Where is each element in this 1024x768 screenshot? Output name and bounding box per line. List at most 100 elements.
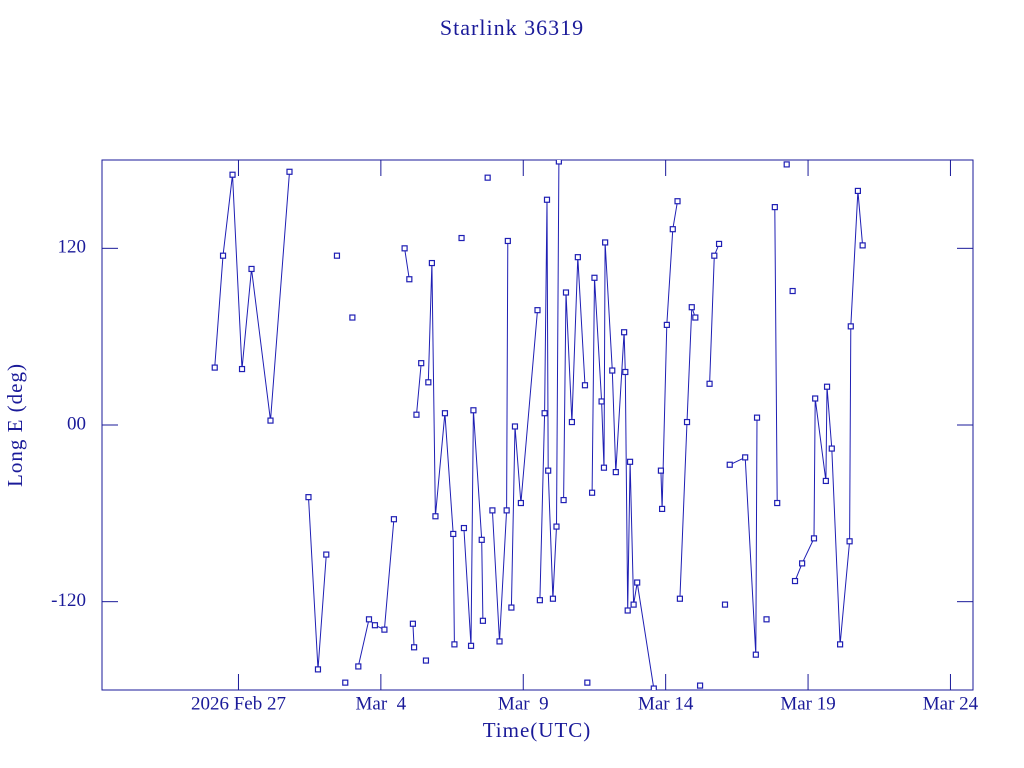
data-point — [634, 579, 641, 586]
data-point — [238, 365, 246, 373]
x-tick-label: Mar 9 — [498, 693, 549, 714]
data-point — [612, 469, 619, 476]
data-point — [355, 663, 362, 670]
data-point — [286, 168, 293, 175]
data-point — [536, 597, 543, 604]
data-point — [650, 685, 657, 690]
data-point — [626, 458, 634, 465]
data-point — [588, 489, 596, 496]
data-point — [381, 626, 388, 633]
data-point — [783, 161, 790, 168]
data-point — [657, 467, 665, 474]
y-tick-label: 120 — [58, 237, 87, 258]
data-point — [696, 682, 704, 689]
y-tick-label: 00 — [67, 413, 86, 434]
data-point — [791, 577, 799, 585]
data-point — [683, 418, 691, 426]
data-point — [568, 418, 576, 426]
data-point — [752, 651, 759, 658]
data-point — [822, 477, 829, 485]
data-point — [489, 507, 496, 514]
data-point — [555, 160, 562, 165]
data-point — [460, 524, 468, 532]
data-point — [581, 382, 589, 389]
data-point — [365, 616, 373, 623]
data-point — [742, 454, 749, 461]
x-tick-label: 2026 Feb 27 — [191, 693, 286, 714]
data-point — [504, 237, 511, 245]
data-point — [836, 641, 844, 648]
data-point — [721, 601, 729, 608]
data-point — [458, 234, 465, 242]
data-point — [676, 595, 683, 602]
data-point — [314, 666, 322, 673]
data-point — [413, 411, 420, 418]
data-point — [534, 307, 541, 314]
data-point — [333, 252, 341, 259]
chart-title: Starlink 36319 — [440, 15, 584, 40]
data-point — [543, 196, 551, 203]
data-point — [467, 642, 475, 649]
data-point — [658, 505, 666, 513]
y-axis-label: Long E (deg) — [3, 363, 27, 487]
data-point — [624, 607, 631, 614]
data-point — [847, 323, 854, 330]
data-point — [692, 314, 699, 321]
data-point — [828, 445, 835, 452]
y-tick-label: -120 — [51, 590, 86, 611]
data-point — [503, 507, 510, 514]
data-point — [726, 461, 733, 468]
data-point — [591, 274, 598, 281]
data-point — [484, 174, 491, 181]
data-point — [267, 417, 274, 424]
data-point — [390, 516, 398, 523]
data-point — [753, 414, 761, 421]
data-point — [812, 395, 819, 402]
data-point — [470, 407, 477, 414]
data-point — [323, 551, 330, 558]
data-point — [305, 494, 312, 501]
x-tick-label: Mar 14 — [638, 693, 694, 714]
data-point — [622, 368, 629, 376]
data-point — [479, 617, 487, 624]
data-point — [799, 560, 806, 567]
x-tick-label: Mar 24 — [923, 693, 979, 714]
data-point — [422, 657, 430, 664]
data-point — [425, 379, 432, 386]
data-point — [541, 410, 548, 417]
data-point — [771, 204, 778, 211]
data-point — [511, 423, 519, 430]
data-point — [621, 329, 628, 336]
data-point — [432, 513, 439, 520]
data-point — [600, 464, 608, 471]
data-point — [846, 538, 853, 545]
data-point — [688, 304, 695, 311]
data-point — [854, 187, 861, 195]
data-point — [584, 679, 591, 686]
data-point — [211, 364, 218, 371]
data-point — [674, 198, 681, 205]
data-point — [609, 367, 616, 374]
data-point — [401, 245, 408, 252]
data-point — [789, 287, 796, 295]
data-point — [663, 321, 670, 328]
x-tick-label: Mar 19 — [780, 693, 835, 714]
data-point — [248, 265, 255, 273]
data-point — [711, 252, 718, 259]
data-point — [715, 240, 723, 248]
x-tick-label: Mar 4 — [356, 693, 407, 714]
x-axis-label: Time(UTC) — [483, 718, 592, 742]
data-point — [574, 254, 581, 261]
data-point — [549, 595, 557, 602]
data-point — [859, 242, 866, 249]
data-point — [562, 289, 570, 296]
data-point — [441, 410, 449, 417]
data-point — [598, 398, 605, 405]
data-point — [496, 638, 503, 645]
data-point — [450, 530, 457, 538]
plot-area — [211, 160, 866, 690]
data-point — [560, 496, 567, 504]
data-point — [517, 499, 524, 507]
